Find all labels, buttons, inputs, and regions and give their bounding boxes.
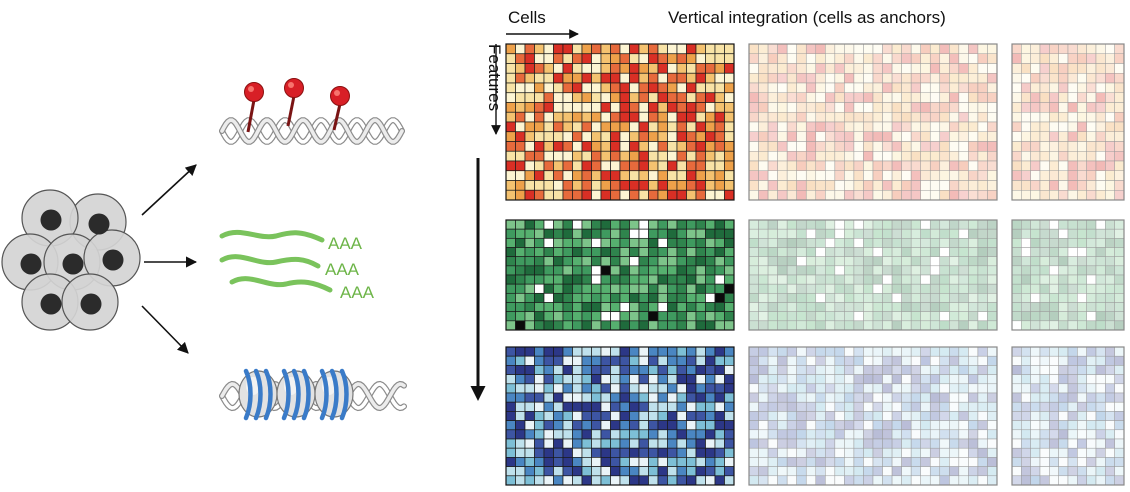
nucleus	[88, 213, 110, 235]
arrow-to-methylation	[141, 164, 197, 216]
methyl-mark	[330, 86, 350, 131]
nucleus	[80, 293, 102, 315]
nucleus	[40, 293, 62, 315]
nucleosome	[276, 368, 316, 421]
nucleus	[40, 209, 62, 231]
chromatin-nucleosome-icon	[219, 368, 407, 421]
arrow-to-chromatin	[141, 305, 189, 354]
heatmap-chrom-2	[748, 346, 998, 486]
heatmap-rna-3	[1011, 219, 1125, 331]
nucleosome	[238, 368, 278, 421]
nucleosome	[314, 368, 354, 421]
heatmap-chrom-3	[1011, 346, 1125, 486]
rna-tail-label: AAA	[325, 260, 360, 279]
heatmap-rna-1	[505, 219, 735, 331]
rna-tail-label: AAA	[340, 283, 375, 302]
heatmap-methyl-1	[505, 43, 735, 201]
heatmap-panels	[505, 43, 1125, 486]
nucleus	[102, 249, 124, 271]
rna-tail-label: AAA	[328, 234, 363, 253]
cells-axis-label: Cells	[508, 8, 546, 27]
nucleus	[62, 253, 84, 275]
features-axis-label: Features	[485, 44, 504, 111]
heatmap-methyl-3	[1011, 43, 1125, 201]
heatmap-rna-2	[748, 219, 998, 331]
cell-cluster-icon	[1, 189, 141, 331]
methyl-mark	[244, 82, 264, 133]
rna-transcripts-icon: AAA AAA AAA	[219, 229, 375, 302]
dna-methylation-icon	[219, 78, 405, 145]
methyl-mark	[284, 78, 304, 127]
figure-title: Vertical integration (cells as anchors)	[668, 8, 946, 27]
heatmap-chrom-1	[505, 346, 735, 486]
nucleus	[20, 253, 42, 275]
heatmap-methyl-2	[748, 43, 998, 201]
